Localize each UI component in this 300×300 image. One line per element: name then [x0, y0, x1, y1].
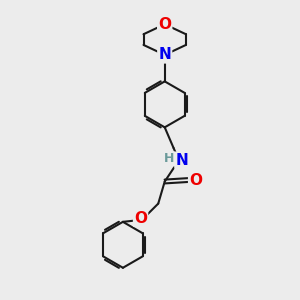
- Text: N: N: [176, 153, 188, 168]
- Text: O: O: [189, 172, 202, 188]
- Text: N: N: [158, 47, 171, 62]
- Text: H: H: [164, 152, 175, 165]
- Text: O: O: [134, 211, 147, 226]
- Text: O: O: [158, 17, 171, 32]
